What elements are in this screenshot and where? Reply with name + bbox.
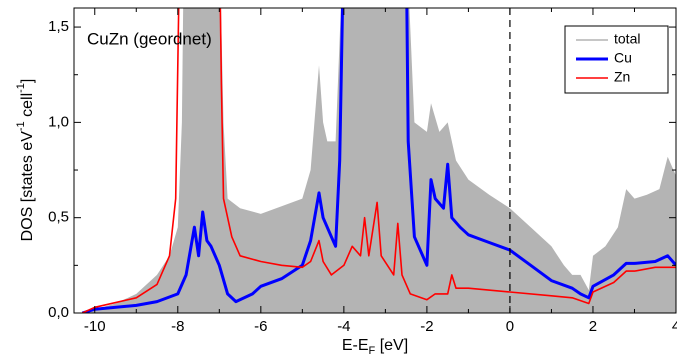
- plot-frame: [73, 7, 677, 314]
- y-axis-label: DOS [states eV-1 cell-1]: [15, 79, 36, 242]
- x-label-sub: F: [369, 345, 376, 357]
- x-label-part: [eV]: [375, 337, 408, 354]
- y-label-sup: -1: [15, 83, 27, 93]
- x-tick-label: 4: [672, 318, 677, 335]
- x-label-part: E-E: [342, 337, 369, 354]
- x-axis-label: E-EF [eV]: [342, 337, 408, 357]
- line: [81, 8, 676, 313]
- x-tick-label: -4: [337, 318, 350, 335]
- legend-label: total: [614, 31, 640, 47]
- plot-area: [81, 8, 676, 313]
- y-tick-label: 0,0: [48, 304, 69, 321]
- x-tick-label: -6: [254, 318, 267, 335]
- y-label-part: cell: [19, 93, 36, 121]
- y-label-part: DOS [states eV: [19, 131, 36, 242]
- legend-label: Zn: [614, 69, 630, 85]
- annotation: CuZn (geordnet): [87, 29, 212, 48]
- x-tick-label: -8: [171, 318, 184, 335]
- area: [82, 8, 676, 313]
- y-tick-label: 0,5: [48, 209, 69, 226]
- legend-label: Cu: [614, 50, 632, 66]
- x-tick-label: -10: [84, 318, 106, 335]
- y-tick-label: 1,0: [48, 113, 69, 130]
- x-tick-label: 2: [589, 318, 597, 335]
- line: [81, 8, 676, 313]
- y-label-sup: -1: [15, 121, 27, 131]
- x-tick-label: 0: [506, 318, 514, 335]
- y-tick-label: 1,5: [48, 18, 69, 35]
- y-label-part: ]: [19, 79, 36, 83]
- x-tick-label: -2: [420, 318, 433, 335]
